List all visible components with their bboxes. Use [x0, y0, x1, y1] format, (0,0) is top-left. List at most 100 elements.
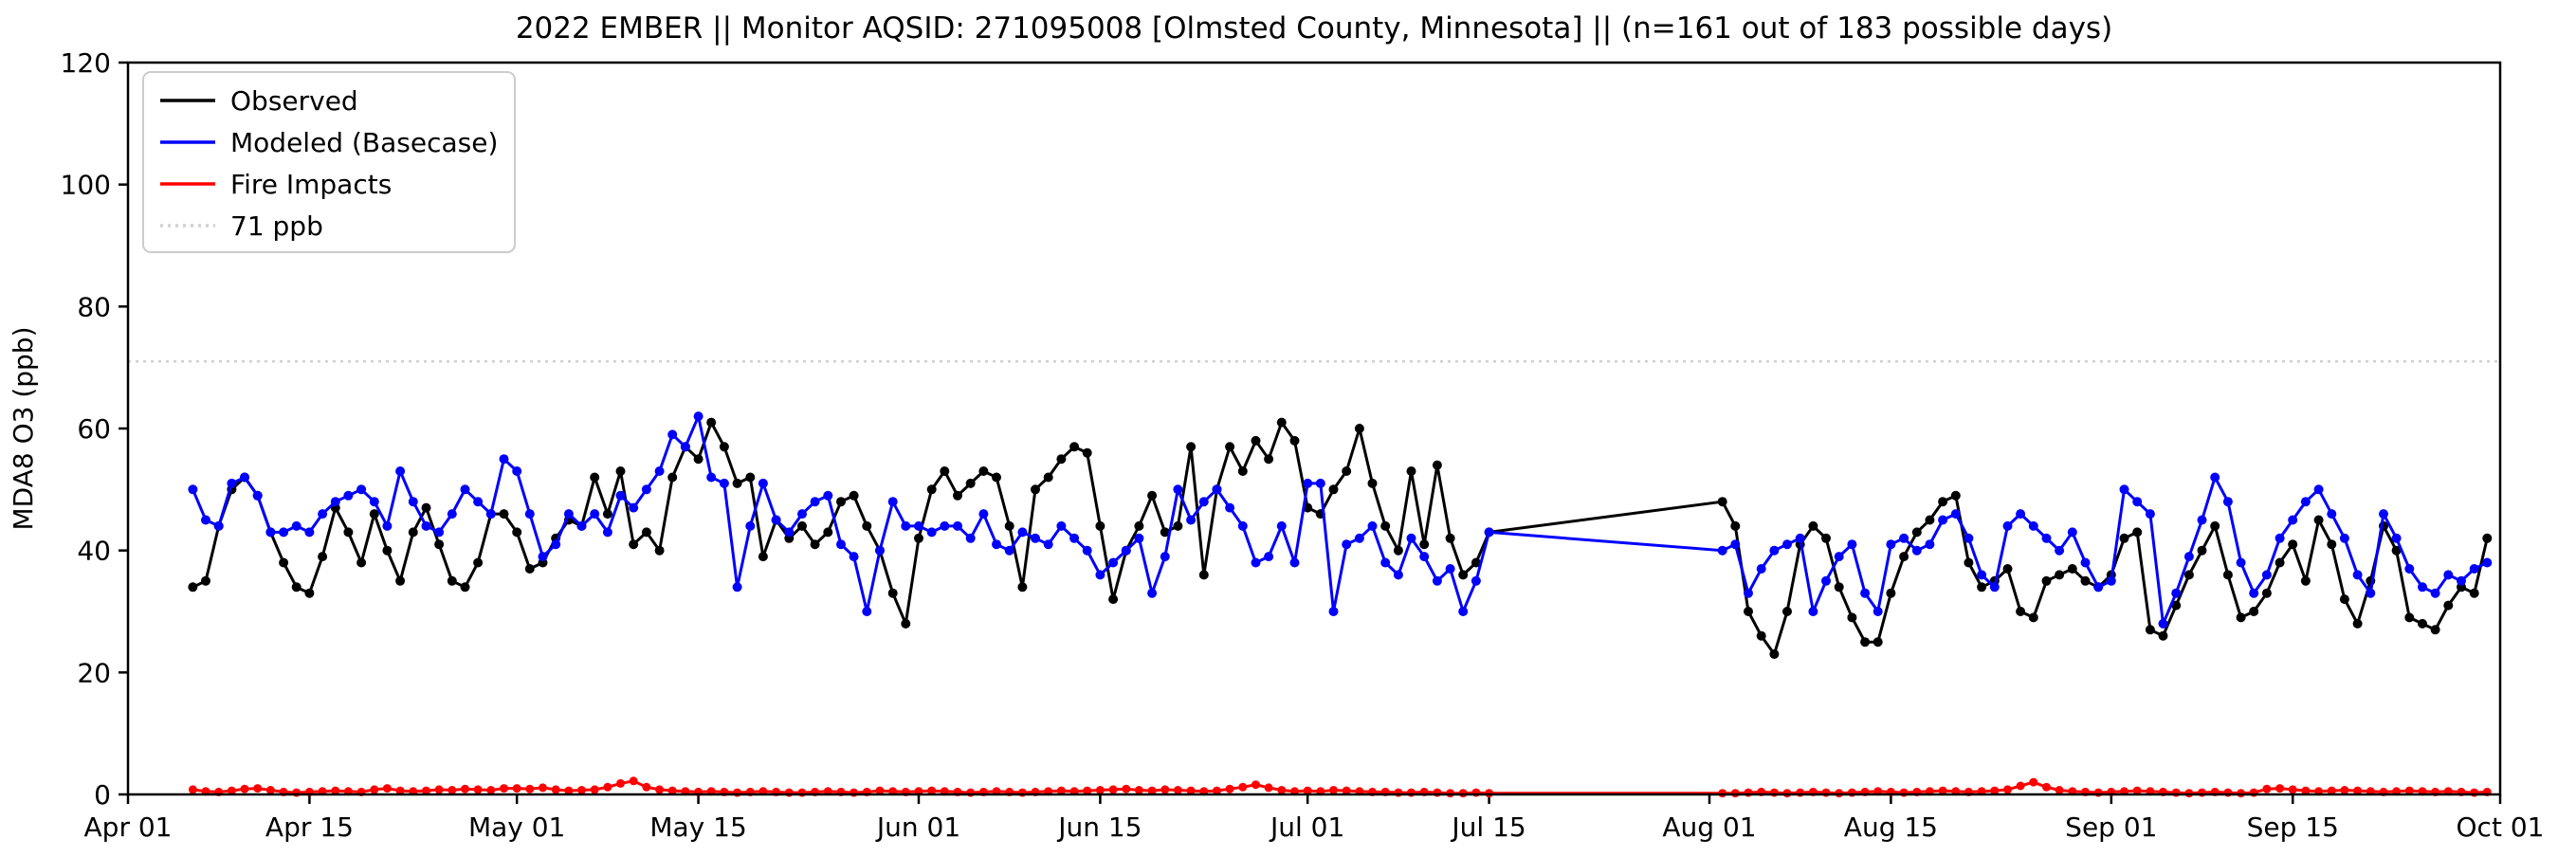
data-point [2418, 582, 2427, 593]
x-tick-label: Jun 15 [1056, 811, 1142, 843]
data-point [1808, 607, 1818, 616]
data-point [356, 557, 367, 568]
data-point [1446, 789, 1455, 798]
data-point [1990, 786, 2000, 795]
data-point [2158, 618, 2168, 629]
data-point [2158, 630, 2168, 641]
data-point [188, 582, 198, 593]
data-point [667, 429, 678, 440]
data-point [1121, 545, 1131, 556]
data-point [1108, 785, 1118, 794]
data-point [602, 527, 612, 538]
data-point [2404, 786, 2414, 795]
data-point [2067, 527, 2077, 538]
data-point [2457, 575, 2466, 586]
data-point [2197, 545, 2207, 556]
data-point [2391, 533, 2402, 543]
data-point [1173, 484, 1183, 495]
data-point [1432, 575, 1442, 586]
data-point [369, 497, 379, 507]
data-point [1160, 785, 1170, 794]
data-point [1289, 557, 1300, 568]
data-point [629, 539, 639, 550]
data-point [2002, 564, 2013, 574]
data-point [1717, 497, 1727, 507]
data-point [1471, 557, 1481, 568]
data-point [2261, 588, 2272, 598]
data-point [940, 520, 950, 531]
legend-label: Observed [230, 85, 358, 117]
legend: Observed Modeled (Basecase) Fire Impacts 71… [142, 71, 516, 253]
data-point [1276, 520, 1287, 531]
data-point [1238, 782, 1248, 792]
data-point [422, 786, 430, 795]
data-point [1782, 539, 1792, 550]
data-point [2171, 600, 2182, 611]
data-point [2404, 612, 2415, 623]
data-point [1056, 520, 1067, 531]
data-point [1717, 545, 1727, 556]
data-point [1082, 447, 1092, 458]
axes-spines [126, 61, 2502, 796]
data-point [1899, 533, 1909, 543]
data-point [473, 497, 484, 507]
data-point [291, 582, 301, 593]
data-point [525, 784, 535, 793]
data-point [810, 539, 820, 550]
data-point [2055, 545, 2065, 556]
data-point [1264, 552, 1274, 562]
data-point [2106, 575, 2116, 586]
data-point [1004, 545, 1014, 556]
data-point [2313, 515, 2324, 525]
plot-area: 0 20 40 60 80 100 120 Apr 01 Apr 15 May 01 May 15 J… [61, 47, 2545, 843]
y-tick-label: 20 [77, 657, 111, 688]
data-point [771, 515, 781, 525]
data-point [1264, 783, 1273, 793]
data-point [240, 784, 249, 793]
data-point [201, 575, 210, 586]
data-point [2119, 533, 2129, 543]
data-point [1744, 588, 1753, 598]
data-point [1082, 545, 1092, 556]
data-point [564, 786, 574, 795]
data-point [2404, 564, 2415, 574]
data-point [1950, 509, 1961, 520]
data-point [1134, 533, 1144, 543]
data-point [279, 557, 289, 568]
data-point [577, 786, 586, 794]
data-point [265, 527, 276, 538]
data-point [2430, 588, 2440, 598]
series-line-fire-impacts [192, 779, 2488, 795]
data-point [2237, 789, 2246, 798]
data-point [1977, 582, 1987, 593]
data-point [940, 466, 950, 476]
data-point [2327, 786, 2336, 795]
data-point [1964, 533, 1974, 543]
legend-label: 71 ppb [230, 210, 323, 242]
data-point [213, 520, 224, 531]
data-point [2352, 570, 2363, 580]
data-point [953, 520, 962, 531]
data-point [1342, 466, 1352, 476]
data-point [875, 786, 885, 795]
data-point [797, 509, 807, 520]
data-point [719, 478, 729, 488]
data-point [1251, 435, 1261, 446]
data-point [201, 515, 210, 525]
data-point [1031, 533, 1040, 543]
data-point [1769, 545, 1780, 556]
series-line-modeled-basecase- [192, 411, 2488, 629]
data-point [2275, 533, 2285, 543]
x-tick-label: May 01 [468, 811, 565, 843]
data-point [693, 454, 703, 465]
data-point [667, 786, 677, 795]
data-point [2029, 777, 2038, 787]
data-point [2443, 570, 2454, 580]
data-point [1458, 607, 1469, 616]
data-point [1380, 520, 1391, 531]
data-point [318, 552, 328, 562]
data-point [343, 527, 354, 538]
data-point [1004, 520, 1014, 531]
data-point [1225, 442, 1235, 452]
data-point [719, 442, 729, 452]
